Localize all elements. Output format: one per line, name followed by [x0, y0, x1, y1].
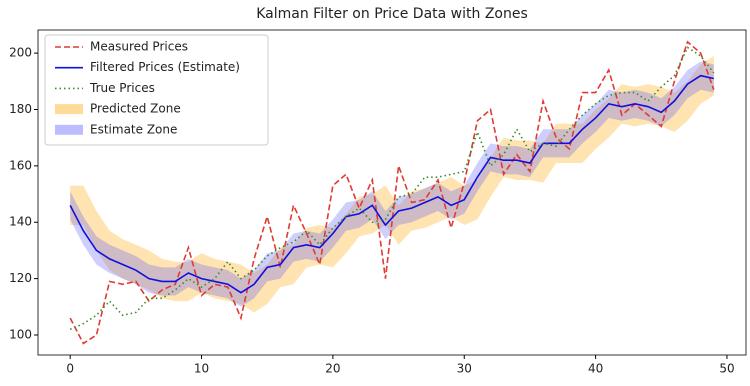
x-tick-label: 20: [325, 362, 340, 376]
legend-label: Filtered Prices (Estimate): [90, 60, 240, 74]
x-tick-label: 50: [719, 362, 734, 376]
legend-label: Predicted Zone: [90, 102, 181, 116]
y-tick-label: 140: [9, 215, 32, 229]
legend-box: [44, 34, 269, 146]
series-line: [69, 74, 714, 294]
y-tick-label: 120: [9, 271, 32, 285]
y-tick-label: 200: [9, 46, 32, 60]
x-tick-label: 30: [457, 362, 472, 376]
legend-label: Estimate Zone: [90, 122, 177, 136]
plot-frame: [37, 29, 747, 356]
legend-label: Measured Prices: [90, 40, 188, 54]
x-tick-label: 0: [66, 362, 74, 376]
chart-title: Kalman Filter on Price Data with Zones: [256, 6, 528, 22]
y-tick-label: 100: [9, 327, 32, 341]
x-tick-label: 10: [194, 362, 209, 376]
legend-swatch: [55, 124, 83, 135]
zone-area: [70, 61, 714, 307]
series-line: [69, 40, 715, 345]
legend-swatch: [55, 104, 83, 115]
y-tick-label: 180: [9, 102, 32, 116]
y-tick-label: 160: [9, 158, 32, 172]
series-line: [69, 46, 715, 331]
legend-label: True Prices: [89, 81, 155, 95]
x-tick-label: 40: [588, 362, 603, 376]
